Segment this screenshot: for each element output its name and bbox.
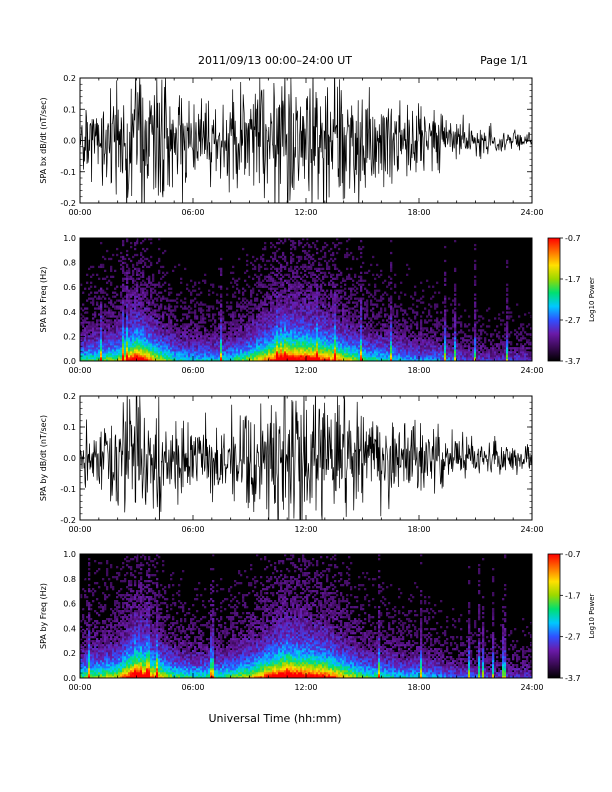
x-tick-label: 24:00 <box>520 366 543 375</box>
y-tick-label: -0.1 <box>60 485 76 494</box>
y-tick-label: 0.4 <box>63 624 76 633</box>
x-tick-label: 00:00 <box>68 366 91 375</box>
x-tick-label: 00:00 <box>68 525 91 534</box>
y-tick-label: 0.0 <box>63 674 76 683</box>
colorbar-tick-label: -2.7 <box>565 633 581 642</box>
y-tick-label: 0.4 <box>63 308 76 317</box>
panel-4: -0.7 -1.7 -2.7 -3.7 Log10 Power 00:00 06:00 12:… <box>39 550 596 692</box>
y-axis-label: SPA by Freq (Hz) <box>39 583 48 649</box>
colorbar-tick-label: -1.7 <box>565 275 581 284</box>
x-tick-label: 00:00 <box>68 208 91 217</box>
y-tick-label: -0.2 <box>60 516 76 525</box>
x-tick-label: 24:00 <box>520 525 543 534</box>
y-tick-label: 0.2 <box>63 332 76 341</box>
spectrogram-cells <box>80 554 532 678</box>
y-tick-label: 0.2 <box>63 649 76 658</box>
y-tick-label: 0.2 <box>63 392 76 401</box>
x-tick-label: 18:00 <box>407 208 430 217</box>
x-tick-label: 18:00 <box>407 683 430 692</box>
figure-title: 2011/09/13 00:00–24:00 UT <box>198 54 352 67</box>
panels: 00:00 06:00 12:00 18:00 24:00 -0.2 -0.1 0.0 0.1 0… <box>39 74 596 692</box>
colorbar <box>547 553 561 679</box>
y-tick-label: 0.8 <box>63 259 76 268</box>
y-tick-label: -0.1 <box>60 168 76 177</box>
x-axis-label: Universal Time (hh:mm) <box>209 712 342 725</box>
panel-2: -0.7 -1.7 -2.7 -3.7 Log10 Power 00:00 06:00 12:… <box>39 234 596 375</box>
y-tick-label: 0.8 <box>63 575 76 584</box>
y-tick-label: 0.0 <box>63 454 76 463</box>
y-tick-label: 0.1 <box>63 105 76 114</box>
colorbar <box>547 237 561 362</box>
y-axis-label: SPA bx dB/dt (nT/sec) <box>39 97 48 183</box>
x-tick-label: 24:00 <box>520 208 543 217</box>
x-tick-label: 06:00 <box>181 366 204 375</box>
y-tick-label: -0.2 <box>60 199 76 208</box>
y-tick-label: 1.0 <box>63 234 76 243</box>
waveform-series-3 <box>80 396 532 520</box>
y-tick-label: 0.6 <box>63 283 76 292</box>
y-tick-label: 0.0 <box>63 357 76 366</box>
y-tick-label: 0.6 <box>63 600 76 609</box>
y-axis-label: SPA by dB/dt (nT/sec) <box>39 415 48 501</box>
x-tick-label: 18:00 <box>407 366 430 375</box>
x-tick-label: 24:00 <box>520 683 543 692</box>
colorbar-label: Log10 Power <box>588 277 596 322</box>
waveform-series-1 <box>80 78 532 203</box>
x-tick-label: 12:00 <box>294 683 317 692</box>
x-tick-label: 06:00 <box>181 208 204 217</box>
y-axis-label: SPA bx Freq (Hz) <box>39 267 48 333</box>
colorbar-tick-label: -2.7 <box>565 316 581 325</box>
x-tick-label: 18:00 <box>407 525 430 534</box>
x-tick-label: 12:00 <box>294 208 317 217</box>
x-tick-label: 12:00 <box>294 366 317 375</box>
colorbar-tick-label: -3.7 <box>565 357 581 366</box>
y-tick-label: 1.0 <box>63 550 76 559</box>
colorbar-tick-label: -1.7 <box>565 591 581 600</box>
y-tick-label: 0.0 <box>63 137 76 146</box>
panel-1: 00:00 06:00 12:00 18:00 24:00 -0.2 -0.1 0.0 0.1 0… <box>39 74 544 217</box>
x-tick-label: 06:00 <box>181 525 204 534</box>
colorbar-tick-label: -0.7 <box>565 550 581 559</box>
page-indicator: Page 1/1 <box>480 54 528 67</box>
colorbar-tick-label: -3.7 <box>565 674 581 683</box>
y-tick-label: 0.2 <box>63 74 76 83</box>
x-tick-label: 12:00 <box>294 525 317 534</box>
x-tick-label: 00:00 <box>68 683 91 692</box>
colorbar-label: Log10 Power <box>588 593 596 638</box>
colorbar-tick-label: -0.7 <box>565 234 581 243</box>
y-tick-label: 0.1 <box>63 423 76 432</box>
x-tick-label: 06:00 <box>181 683 204 692</box>
panel-3: 00:00 06:00 12:00 18:00 24:00 -0.2 -0.1 0.0 0.1 0… <box>39 392 544 534</box>
spectrogram-cells <box>80 238 532 361</box>
